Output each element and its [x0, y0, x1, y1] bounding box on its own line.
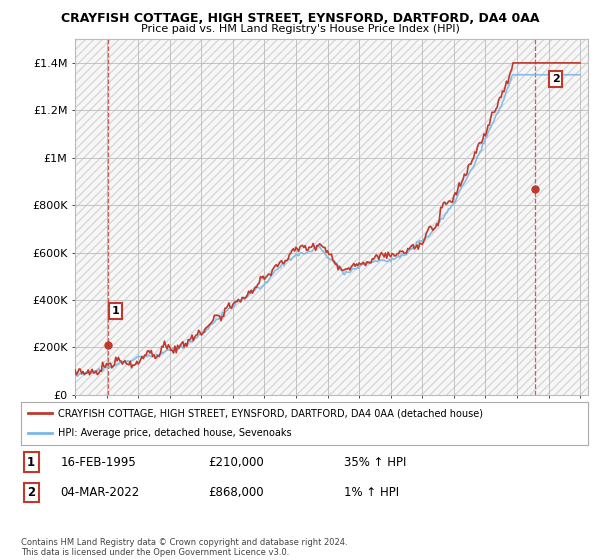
Text: HPI: Average price, detached house, Sevenoaks: HPI: Average price, detached house, Seve… [58, 428, 292, 438]
Text: 04-MAR-2022: 04-MAR-2022 [61, 486, 140, 499]
Text: 16-FEB-1995: 16-FEB-1995 [61, 456, 136, 469]
Text: 1% ↑ HPI: 1% ↑ HPI [344, 486, 400, 499]
Text: £210,000: £210,000 [208, 456, 264, 469]
Text: 2: 2 [27, 486, 35, 499]
Text: 35% ↑ HPI: 35% ↑ HPI [344, 456, 407, 469]
Text: CRAYFISH COTTAGE, HIGH STREET, EYNSFORD, DARTFORD, DA4 0AA: CRAYFISH COTTAGE, HIGH STREET, EYNSFORD,… [61, 12, 539, 25]
Text: 1: 1 [112, 306, 119, 316]
Text: Price paid vs. HM Land Registry's House Price Index (HPI): Price paid vs. HM Land Registry's House … [140, 24, 460, 34]
Text: 2: 2 [551, 74, 559, 84]
Bar [75, 39, 588, 395]
Text: 1: 1 [27, 456, 35, 469]
Text: £868,000: £868,000 [208, 486, 264, 499]
Text: Contains HM Land Registry data © Crown copyright and database right 2024.
This d: Contains HM Land Registry data © Crown c… [21, 538, 347, 557]
Text: CRAYFISH COTTAGE, HIGH STREET, EYNSFORD, DARTFORD, DA4 0AA (detached house): CRAYFISH COTTAGE, HIGH STREET, EYNSFORD,… [58, 408, 483, 418]
